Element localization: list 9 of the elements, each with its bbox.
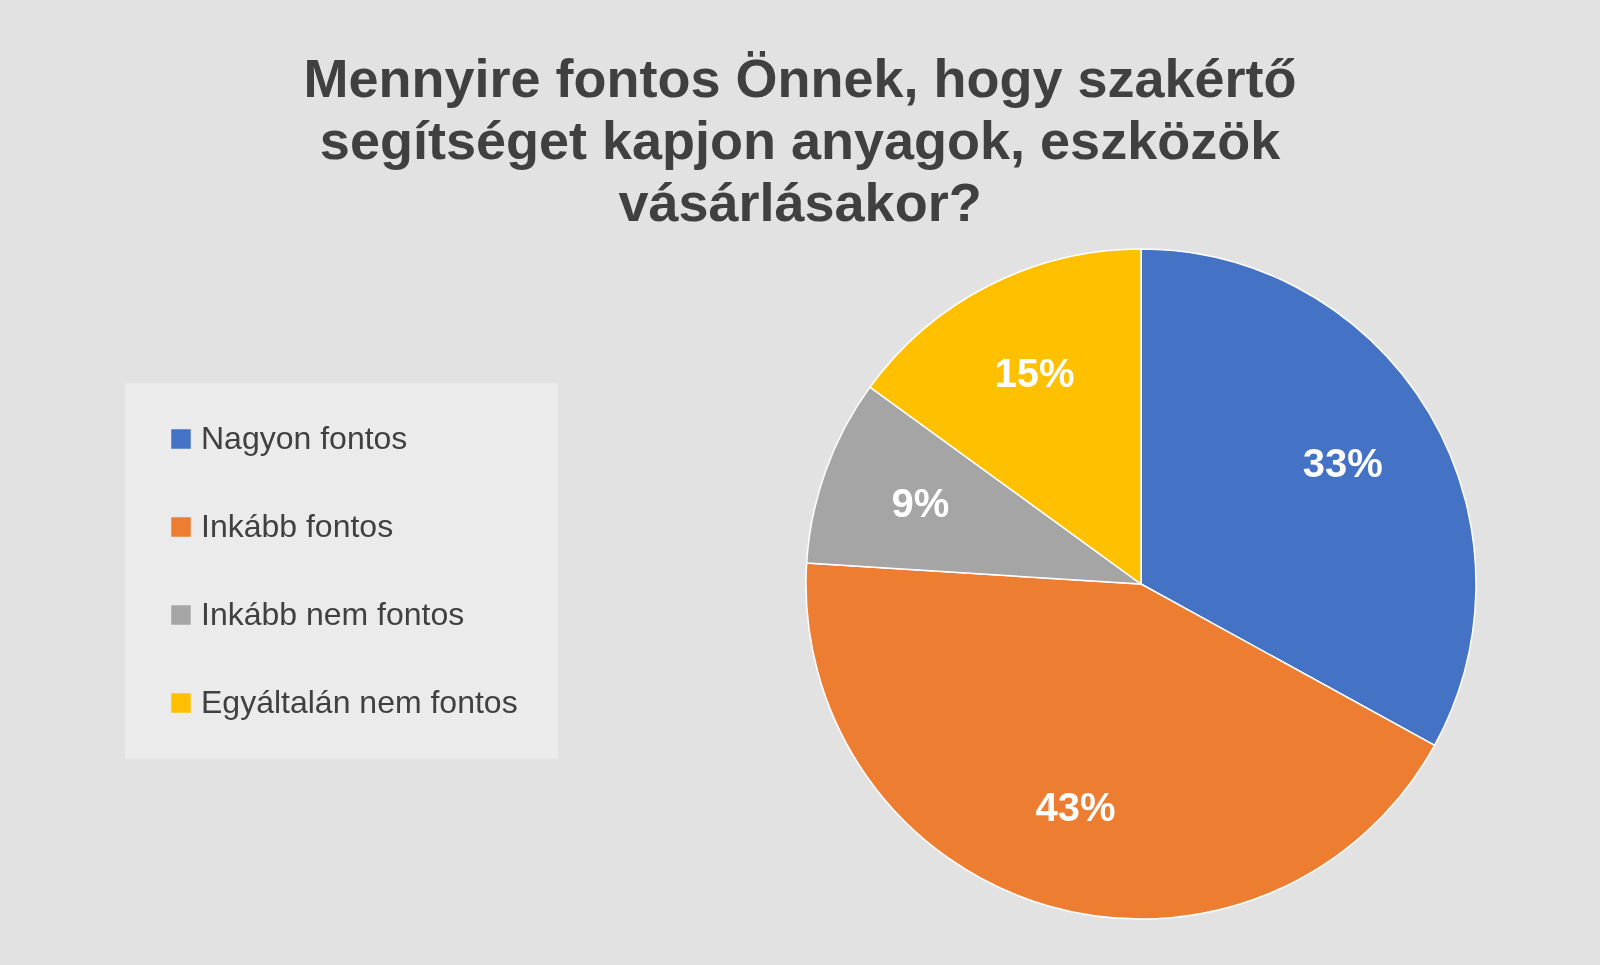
chart-title: Mennyire fontos Önnek, hogy szakértő segítséget kapjon anyagok, eszközök vásárlásakor?: [303, 48, 1297, 232]
data-label: 33%: [1302, 440, 1383, 485]
legend-label: Egyáltalán nem fontos: [201, 684, 518, 720]
legend-label: Inkább fontos: [201, 508, 394, 544]
legend-label: Nagyon fontos: [201, 420, 408, 456]
data-label: 15%: [994, 351, 1075, 396]
data-label: 43%: [1035, 785, 1116, 830]
legend-label: Inkább nem fontos: [201, 596, 465, 632]
data-label: 9%: [891, 480, 950, 525]
